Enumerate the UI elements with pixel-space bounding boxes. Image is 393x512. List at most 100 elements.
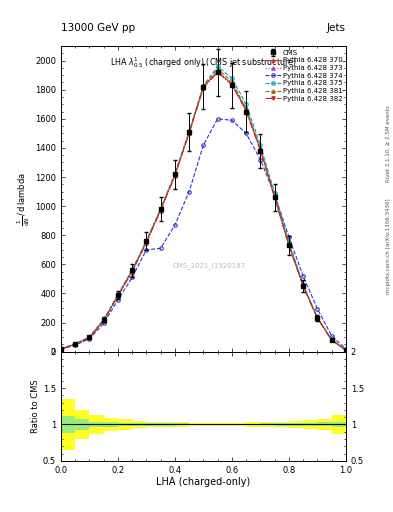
Pythia 6.428 381: [116, 292, 120, 298]
Pythia 6.428 374: [272, 191, 277, 198]
Pythia 6.428 382: [173, 173, 177, 179]
Pythia 6.428 375: [187, 129, 191, 135]
Pythia 6.428 382: [87, 335, 92, 341]
Pythia 6.428 381: [329, 337, 334, 343]
Pythia 6.428 374: [73, 342, 77, 348]
Pythia 6.428 381: [59, 346, 63, 352]
Pythia 6.428 375: [244, 101, 248, 108]
Pythia 6.428 373: [87, 335, 92, 341]
Pythia 6.428 374: [59, 346, 63, 352]
Pythia 6.428 370: [272, 194, 277, 200]
Pythia 6.428 381: [101, 317, 106, 323]
Line: Pythia 6.428 375: Pythia 6.428 375: [59, 65, 347, 352]
Pythia 6.428 370: [301, 283, 305, 289]
Pythia 6.428 381: [343, 347, 348, 353]
Pythia 6.428 374: [244, 131, 248, 137]
Pythia 6.428 373: [187, 131, 191, 137]
Pythia 6.428 370: [187, 130, 191, 136]
Pythia 6.428 382: [116, 293, 120, 299]
Pythia 6.428 375: [329, 336, 334, 343]
Pythia 6.428 373: [173, 173, 177, 179]
Pythia 6.428 381: [187, 129, 191, 135]
Pythia 6.428 375: [258, 142, 263, 148]
Pythia 6.428 381: [258, 145, 263, 152]
Pythia 6.428 375: [116, 291, 120, 297]
Pythia 6.428 374: [87, 336, 92, 342]
Pythia 6.428 370: [101, 317, 106, 324]
Pythia 6.428 375: [230, 75, 234, 81]
Text: mcplots.cern.ch [arXiv:1306.3436]: mcplots.cern.ch [arXiv:1306.3436]: [386, 198, 391, 293]
Pythia 6.428 370: [230, 81, 234, 87]
Pythia 6.428 373: [230, 81, 234, 88]
Line: Pythia 6.428 370: Pythia 6.428 370: [59, 70, 347, 352]
Pythia 6.428 373: [301, 283, 305, 289]
Pythia 6.428 373: [343, 347, 348, 353]
Pythia 6.428 370: [87, 334, 92, 340]
Pythia 6.428 381: [215, 66, 220, 72]
Pythia 6.428 382: [215, 69, 220, 75]
Pythia 6.428 382: [244, 108, 248, 114]
Pythia 6.428 382: [101, 318, 106, 324]
Pythia 6.428 381: [201, 83, 206, 90]
Pythia 6.428 373: [59, 346, 63, 352]
Pythia 6.428 381: [301, 282, 305, 288]
Pythia 6.428 382: [201, 84, 206, 91]
Pythia 6.428 370: [59, 346, 63, 352]
Pythia 6.428 375: [215, 63, 220, 70]
Pythia 6.428 382: [130, 269, 134, 275]
Y-axis label: Ratio to CMS: Ratio to CMS: [31, 379, 40, 433]
Pythia 6.428 374: [116, 297, 120, 303]
Pythia 6.428 373: [329, 337, 334, 343]
Pythia 6.428 370: [144, 239, 149, 245]
Pythia 6.428 382: [315, 315, 320, 321]
Text: CMS_2021_I1920187: CMS_2021_I1920187: [173, 263, 246, 269]
Line: Pythia 6.428 373: Pythia 6.428 373: [59, 71, 347, 352]
Pythia 6.428 382: [258, 147, 263, 153]
Pythia 6.428 375: [301, 282, 305, 288]
Pythia 6.428 381: [173, 172, 177, 178]
Pythia 6.428 374: [158, 245, 163, 251]
Line: Pythia 6.428 382: Pythia 6.428 382: [59, 71, 347, 352]
Pythia 6.428 373: [101, 318, 106, 324]
Pythia 6.428 374: [315, 306, 320, 312]
Pythia 6.428 382: [230, 81, 234, 88]
Pythia 6.428 373: [73, 342, 77, 348]
Pythia 6.428 373: [144, 240, 149, 246]
Pythia 6.428 374: [343, 346, 348, 352]
Pythia 6.428 370: [258, 146, 263, 153]
Pythia 6.428 370: [130, 268, 134, 274]
Pythia 6.428 381: [244, 105, 248, 112]
Pythia 6.428 375: [144, 238, 149, 244]
Pythia 6.428 375: [315, 314, 320, 321]
Pythia 6.428 370: [173, 172, 177, 178]
Pythia 6.428 382: [158, 207, 163, 214]
Pythia 6.428 382: [286, 242, 291, 248]
Pythia 6.428 374: [173, 222, 177, 228]
Pythia 6.428 373: [215, 69, 220, 75]
Pythia 6.428 381: [87, 334, 92, 340]
Pythia 6.428 381: [315, 315, 320, 321]
Pythia 6.428 370: [244, 107, 248, 113]
Pythia 6.428 381: [144, 238, 149, 244]
Legend: CMS, Pythia 6.428 370, Pythia 6.428 373, Pythia 6.428 374, Pythia 6.428 375, Pyt: CMS, Pythia 6.428 370, Pythia 6.428 373,…: [264, 48, 344, 103]
Pythia 6.428 382: [301, 283, 305, 289]
Pythia 6.428 373: [244, 108, 248, 114]
Line: Pythia 6.428 374: Pythia 6.428 374: [59, 117, 347, 351]
Pythia 6.428 374: [187, 188, 191, 195]
Pythia 6.428 375: [87, 334, 92, 340]
Pythia 6.428 375: [201, 82, 206, 89]
Pythia 6.428 381: [158, 206, 163, 212]
Pythia 6.428 373: [315, 315, 320, 321]
Pythia 6.428 370: [315, 315, 320, 321]
Pythia 6.428 374: [301, 273, 305, 279]
Pythia 6.428 375: [73, 340, 77, 347]
Pythia 6.428 370: [215, 69, 220, 75]
Pythia 6.428 374: [201, 142, 206, 148]
Pythia 6.428 375: [158, 205, 163, 211]
Pythia 6.428 382: [59, 346, 63, 352]
Pythia 6.428 374: [101, 320, 106, 326]
Pythia 6.428 374: [215, 116, 220, 122]
Pythia 6.428 382: [272, 195, 277, 201]
Pythia 6.428 381: [272, 193, 277, 199]
Pythia 6.428 374: [230, 117, 234, 123]
